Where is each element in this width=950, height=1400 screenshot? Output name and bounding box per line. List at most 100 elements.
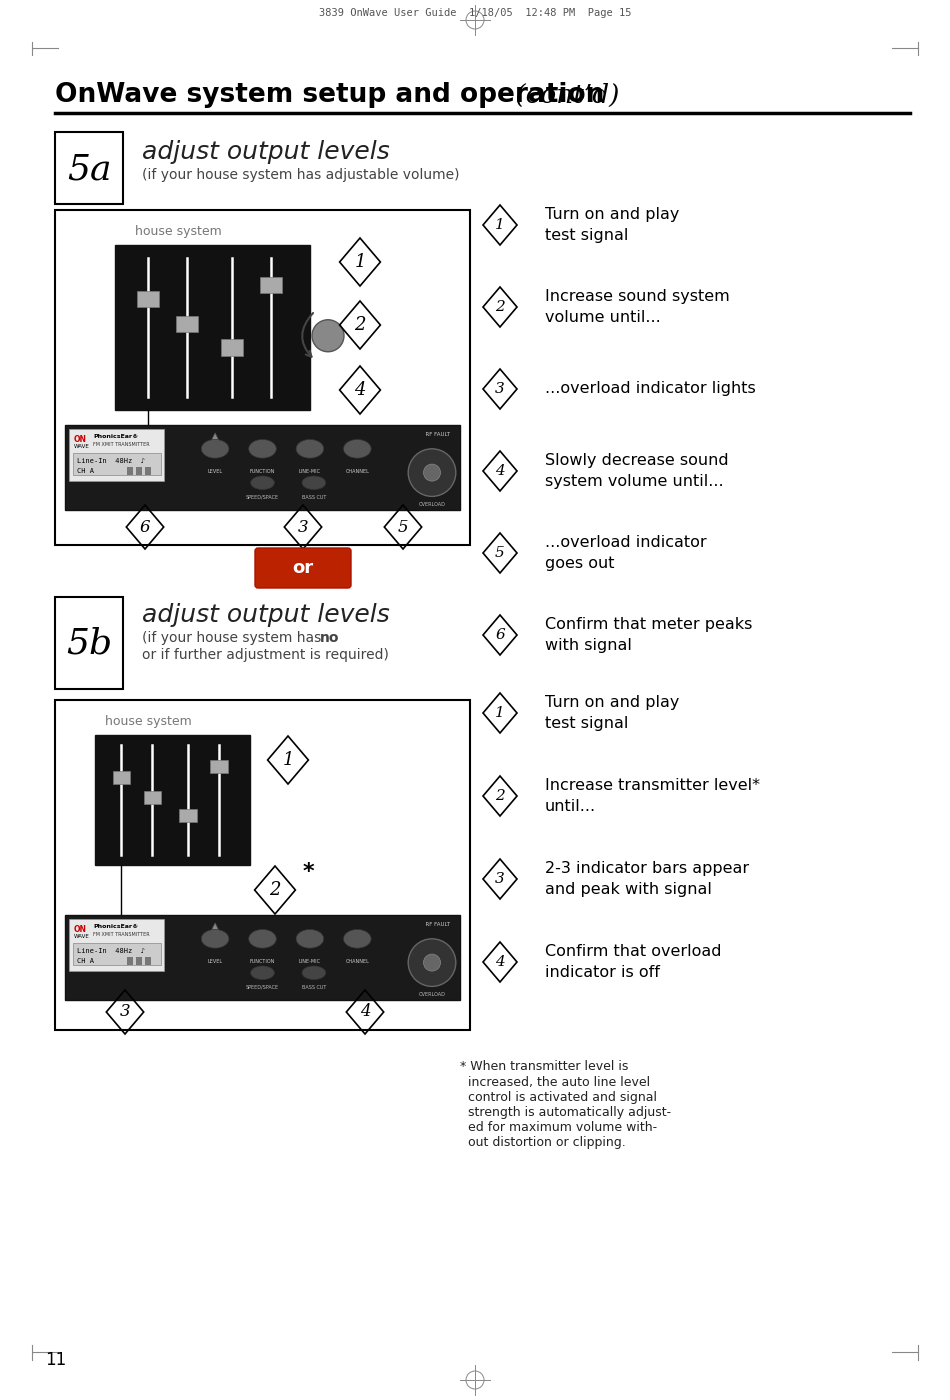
Text: PhonicsEar®: PhonicsEar® (93, 924, 139, 930)
Text: RF FAULT: RF FAULT (422, 433, 450, 437)
Text: FUNCTION: FUNCTION (250, 469, 276, 475)
Text: out distortion or clipping.: out distortion or clipping. (468, 1135, 626, 1149)
Text: ON: ON (74, 924, 87, 934)
Text: Turn on and play
test signal: Turn on and play test signal (545, 694, 679, 731)
Bar (260, 277, 282, 294)
Text: adjust output levels: adjust output levels (142, 140, 390, 164)
Text: increased, the auto line level: increased, the auto line level (468, 1077, 650, 1089)
Text: FM XMIT TRANSMITTER: FM XMIT TRANSMITTER (93, 442, 150, 448)
Bar (145, 958, 151, 965)
Text: BASS CUT: BASS CUT (302, 494, 326, 500)
Text: Confirm that meter peaks
with signal: Confirm that meter peaks with signal (545, 617, 752, 652)
Text: 1: 1 (495, 218, 504, 232)
Bar (127, 958, 133, 965)
Text: 5: 5 (398, 518, 408, 535)
Bar (211, 760, 228, 773)
Ellipse shape (296, 440, 324, 458)
Circle shape (408, 939, 456, 987)
Text: 4: 4 (495, 463, 504, 477)
Text: 1: 1 (282, 750, 294, 769)
Text: 4: 4 (354, 381, 366, 399)
Text: CHANNEL: CHANNEL (346, 959, 370, 965)
Text: 5: 5 (495, 546, 504, 560)
Bar (145, 468, 151, 475)
Bar (95, 735, 250, 865)
Text: or: or (293, 559, 314, 577)
Bar (177, 315, 198, 332)
Circle shape (408, 449, 456, 497)
Text: * When transmitter level is: * When transmitter level is (460, 1060, 628, 1072)
Text: CHANNEL: CHANNEL (346, 469, 370, 475)
Text: 3: 3 (120, 1004, 130, 1021)
Text: Increase transmitter level*
until...: Increase transmitter level* until... (545, 778, 760, 813)
Text: 5b: 5b (66, 626, 112, 659)
Bar (73, 454, 161, 475)
Text: 2: 2 (354, 316, 366, 335)
Text: strength is automatically adjust-: strength is automatically adjust- (468, 1106, 671, 1119)
Text: ...overload indicator
goes out: ...overload indicator goes out (545, 535, 707, 571)
Text: OVERLOAD: OVERLOAD (419, 501, 446, 507)
Text: ed for maximum volume with-: ed for maximum volume with- (468, 1121, 657, 1134)
Text: ON: ON (74, 434, 87, 444)
Text: FUNCTION: FUNCTION (250, 959, 276, 965)
Text: control is activated and signal: control is activated and signal (468, 1091, 657, 1105)
Text: FM XMIT TRANSMITTER: FM XMIT TRANSMITTER (93, 932, 150, 938)
Bar (138, 291, 159, 307)
Text: (cont’d): (cont’d) (507, 83, 619, 108)
Bar (65, 916, 460, 1000)
Text: (if your house system has: (if your house system has (142, 631, 326, 645)
Bar (55, 210, 470, 545)
Circle shape (312, 319, 344, 351)
Text: (if your house system has adjustable volume): (if your house system has adjustable vol… (142, 168, 460, 182)
Ellipse shape (344, 930, 371, 948)
Bar (136, 468, 142, 475)
Text: RF FAULT: RF FAULT (422, 923, 450, 927)
Text: LEVEL: LEVEL (207, 959, 222, 965)
Text: Line-In  48Hz  ♪: Line-In 48Hz ♪ (77, 458, 145, 463)
Ellipse shape (344, 440, 371, 458)
Text: house system: house system (105, 715, 192, 728)
Text: 2: 2 (269, 881, 281, 899)
FancyBboxPatch shape (255, 547, 351, 588)
Text: Confirm that overload
indicator is off: Confirm that overload indicator is off (545, 944, 721, 980)
Text: OnWave system setup and operation: OnWave system setup and operation (55, 83, 604, 108)
Text: Line-In  48Hz  ♪: Line-In 48Hz ♪ (77, 948, 145, 953)
Ellipse shape (249, 930, 276, 948)
Text: 3839 OnWave User Guide  1/18/05  12:48 PM  Page 15: 3839 OnWave User Guide 1/18/05 12:48 PM … (319, 8, 631, 18)
Bar (73, 944, 161, 965)
Text: or if further adjustment is required): or if further adjustment is required) (142, 648, 389, 662)
Text: SPEED/SPACE: SPEED/SPACE (246, 494, 279, 500)
Text: 6: 6 (495, 629, 504, 643)
Text: 3: 3 (495, 872, 504, 886)
Text: LINE-MIC: LINE-MIC (299, 469, 321, 475)
Text: *: * (303, 862, 314, 882)
Circle shape (424, 465, 441, 482)
Text: Turn on and play
test signal: Turn on and play test signal (545, 207, 679, 244)
Ellipse shape (251, 476, 275, 490)
Text: 2: 2 (495, 300, 504, 314)
Text: PhonicsEar®: PhonicsEar® (93, 434, 139, 440)
Text: WAVE: WAVE (74, 445, 89, 449)
Text: LINE-MIC: LINE-MIC (299, 959, 321, 965)
Text: 3: 3 (495, 382, 504, 396)
Bar (65, 426, 460, 510)
Bar (55, 700, 470, 1030)
Bar (221, 339, 243, 356)
Bar (127, 468, 133, 475)
Bar (143, 791, 161, 804)
Text: ...overload indicator lights: ...overload indicator lights (545, 381, 756, 396)
Bar (113, 771, 130, 784)
Text: adjust output levels: adjust output levels (142, 603, 390, 627)
Ellipse shape (302, 966, 326, 980)
Ellipse shape (296, 930, 324, 948)
Text: LEVEL: LEVEL (207, 469, 222, 475)
Polygon shape (207, 923, 223, 939)
Ellipse shape (201, 440, 229, 458)
Text: CH A: CH A (77, 468, 94, 475)
Ellipse shape (201, 930, 229, 948)
Text: Increase sound system
volume until...: Increase sound system volume until... (545, 288, 730, 325)
Text: 3: 3 (297, 518, 309, 535)
Text: 6: 6 (140, 518, 150, 535)
Text: house system: house system (135, 225, 221, 238)
Text: 1: 1 (495, 706, 504, 720)
